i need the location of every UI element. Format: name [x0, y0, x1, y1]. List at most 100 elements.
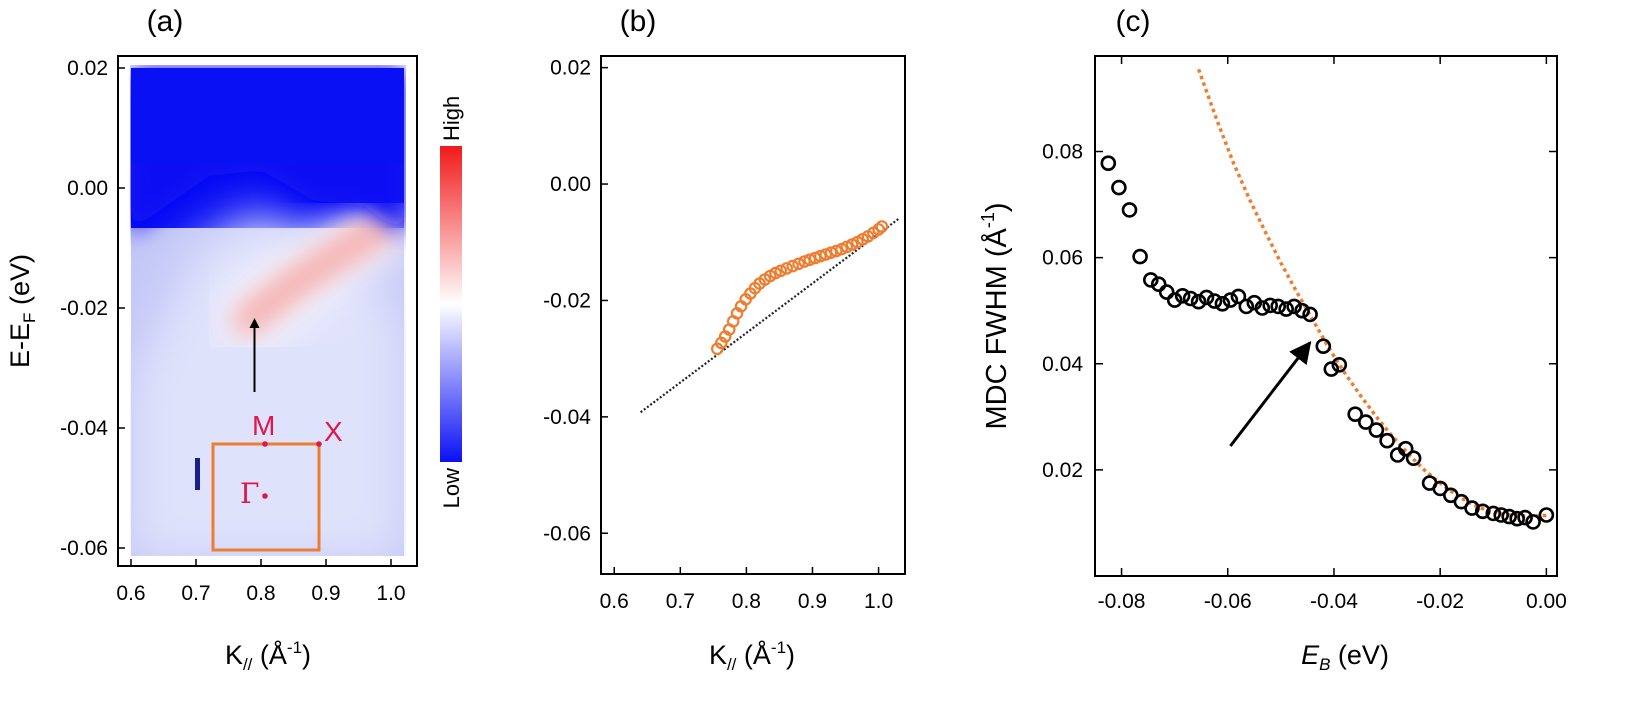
- dispersion-point: [714, 336, 728, 350]
- fwhm-point: [1206, 293, 1223, 309]
- b-xtick-label: 1.0: [864, 590, 893, 613]
- dispersion-point: [803, 253, 817, 267]
- dispersion-point: [792, 257, 805, 271]
- a-ytick-label: 0.00: [67, 177, 108, 200]
- fwhm-point: [1485, 505, 1502, 522]
- fwhm-point: [1286, 298, 1302, 315]
- c-ytick-label: 0.08: [1042, 141, 1083, 164]
- fwhm-point: [1262, 297, 1278, 314]
- bz-point-gamma: [262, 493, 268, 499]
- fwhm-point: [1509, 510, 1525, 527]
- a-xtick-label: 1.0: [376, 582, 405, 605]
- panel-b: (b) 0.6 0.7 0.8 0.9 1.0 0.02 0.00 -0.02 -0.04 -0.…: [543, 5, 906, 674]
- panel-c-xlabel: EB (eV): [1301, 640, 1389, 674]
- fwhm-point: [1379, 432, 1395, 449]
- fwhm-point: [1190, 293, 1207, 310]
- panel-a-ticks: 0.6 0.7 0.8 0.9 1.0 0.02 0.00 -0.02 -0.04 -0.06: [60, 57, 405, 605]
- fwhm-point: [1270, 298, 1286, 315]
- bz-label-x: X: [324, 416, 343, 447]
- b-xtick-label: 0.9: [798, 590, 827, 613]
- fwhm-point: [1150, 276, 1167, 293]
- panel-a-frame: [117, 55, 418, 567]
- fwhm-point: [1174, 287, 1191, 304]
- bz-scale-bar: [195, 458, 200, 490]
- fwhm-point: [1331, 356, 1348, 373]
- b-xtick-label: 0.8: [732, 590, 761, 613]
- fwhm-point: [1238, 298, 1255, 315]
- b-xtick-label: 0.7: [666, 590, 695, 613]
- b-ytick-label: 0.00: [550, 173, 591, 196]
- panel-a-ylabel: E-EF (eV): [5, 254, 39, 368]
- a-xtick-label: 0.6: [116, 582, 145, 605]
- a-ytick-label: -0.02: [60, 297, 108, 320]
- kink-arrow: [1229, 340, 1312, 447]
- fwhm-point: [1474, 503, 1491, 520]
- panel-c-label: (c): [1116, 5, 1151, 38]
- a-ytick-label: -0.06: [60, 537, 108, 560]
- fwhm-point: [1182, 290, 1199, 307]
- dispersion-point: [875, 220, 889, 233]
- fwhm-point: [1121, 202, 1138, 218]
- fwhm-point: [1302, 306, 1318, 323]
- fwhm-point: [1294, 302, 1310, 319]
- fwhm-point: [1358, 414, 1374, 430]
- c-xtick-label: -0.08: [1098, 590, 1146, 613]
- colorbar: [440, 146, 462, 462]
- fwhm-point: [1100, 155, 1117, 171]
- bz-point-x: [316, 441, 322, 447]
- fwhm-point: [1323, 361, 1340, 377]
- fwhm-point: [1315, 338, 1332, 355]
- dispersion-point: [786, 259, 799, 273]
- b-ytick-label: -0.02: [543, 289, 591, 312]
- panel-a-xlabel: K// (Å-1): [225, 638, 311, 674]
- band-peak: [241, 223, 385, 327]
- fwhm-point: [1214, 295, 1231, 312]
- dispersion-point: [814, 249, 827, 263]
- fwhm-point: [1397, 440, 1414, 457]
- fwhm-point: [1525, 514, 1541, 530]
- dispersion-points: [710, 220, 889, 356]
- fwhm-point: [1278, 301, 1294, 317]
- fwhm-point: [1222, 292, 1239, 308]
- c-ytick-label: 0.02: [1042, 459, 1083, 482]
- bz-label-m: M: [252, 410, 275, 441]
- panel-c-ylabel: MDC FWHM (Å-1): [978, 202, 1013, 429]
- panel-c: (c) -0.08 -0.06 -0.04 -0.02 0.00 0.02 0.04 0.06…: [978, 5, 1567, 674]
- c-xtick-label: -0.06: [1204, 590, 1252, 613]
- reference-line: [639, 218, 900, 414]
- panel-b-xlabel: K// (Å-1): [709, 638, 795, 674]
- b-xtick-label: 0.6: [600, 590, 629, 613]
- colorbar-low-label: Low: [439, 468, 464, 508]
- heatmap-top: [131, 68, 404, 164]
- c-xtick-label: -0.02: [1416, 590, 1464, 613]
- c-xtick-label: -0.04: [1310, 590, 1358, 613]
- fwhm-point: [1347, 406, 1363, 423]
- fwhm-point: [1143, 272, 1159, 288]
- fit-curve: [1196, 68, 1547, 518]
- a-ytick-label: 0.02: [67, 57, 108, 80]
- panel-b-frame: [600, 55, 906, 575]
- dispersion-point: [774, 264, 788, 278]
- b-ytick-label: 0.02: [550, 57, 591, 80]
- fwhm-point: [1132, 248, 1148, 265]
- panel-a: (a) 0.6 0.7 0.8 0.9 1.0 0.02 0.00 -0.02 -0.04 -0.…: [5, 5, 464, 674]
- fwhm-point: [1368, 422, 1385, 438]
- fwhm-point: [1166, 292, 1183, 308]
- fwhm-point: [1493, 507, 1509, 523]
- c-xtick-label: 0.00: [1526, 590, 1567, 613]
- panel-c-frame: [1094, 55, 1558, 577]
- c-ytick-label: 0.04: [1042, 353, 1083, 376]
- b-ytick-label: -0.04: [543, 406, 591, 429]
- bz-label-gamma: Γ: [240, 477, 259, 510]
- fwhm-point: [1158, 284, 1175, 300]
- arpes-heatmap: [131, 68, 406, 556]
- dispersion-point: [824, 246, 838, 259]
- a-xtick-label: 0.9: [311, 582, 340, 605]
- a-xtick-label: 0.8: [246, 582, 275, 605]
- fwhm-point: [1198, 289, 1215, 306]
- fwhm-points: [1100, 155, 1555, 530]
- fwhm-point: [1501, 508, 1517, 525]
- panel-a-label: (a): [147, 5, 184, 38]
- fwhm-point: [1432, 480, 1448, 497]
